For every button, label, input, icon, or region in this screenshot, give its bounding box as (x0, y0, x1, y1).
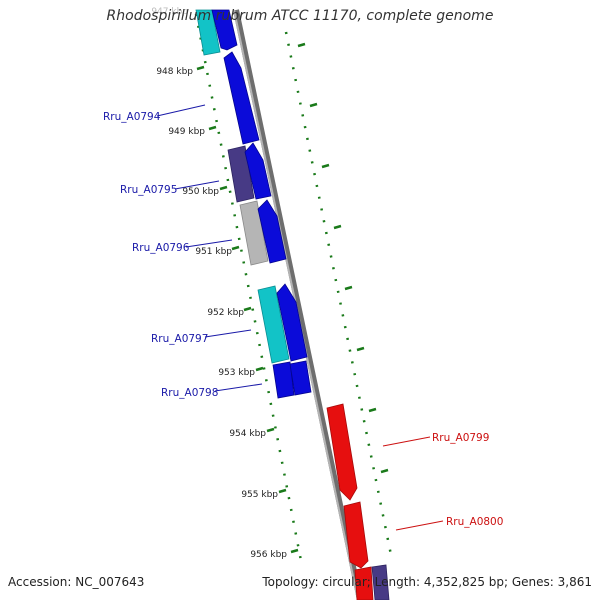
gene-labels: Rru_A0794 Rru_A0795 Rru_A0796 Rru_A0797 … (103, 111, 503, 528)
gene-arrow-blue[interactable] (276, 283, 308, 362)
gene-track-outer (195, 9, 295, 399)
gene-label-rru-a0794[interactable]: Rru_A0794 (103, 111, 161, 123)
major-ticks (196, 42, 389, 554)
gene-arrow-purple-bottom[interactable] (371, 564, 390, 600)
gene-arrow-dark-purple[interactable] (227, 145, 255, 203)
gene-arrow-blue-top[interactable] (211, 9, 238, 51)
tick-label: 949 kbp (168, 127, 205, 137)
topology-text: Topology: circular; Length: 4,352,825 bp… (262, 575, 592, 589)
gene-label-rru-a0798[interactable]: Rru_A0798 (161, 387, 218, 399)
gene-arrow-blue[interactable] (223, 51, 260, 145)
gene-label-rru-a0800[interactable]: Rru_A0800 (446, 516, 503, 528)
tick-label: 947 kbp (151, 7, 188, 17)
gene-track-inner (211, 9, 312, 396)
tick-label: 948 kbp (156, 67, 193, 77)
tick-label: 954 kbp (229, 429, 266, 439)
gene-arrow-blue[interactable] (244, 142, 272, 200)
tick-label: 951 kbp (195, 247, 232, 257)
gene-label-rru-a0795[interactable]: Rru_A0795 (120, 184, 177, 196)
map-title: Rhodospirillum rubrum ATCC 11170, comple… (106, 8, 494, 24)
gene-arrow-cyan[interactable] (257, 285, 290, 364)
gene-arrow-red[interactable] (326, 403, 358, 501)
gene-arrow-blue[interactable] (257, 199, 287, 264)
accession-text: Accession: NC_007643 (8, 575, 145, 589)
tick-label: 950 kbp (182, 187, 219, 197)
gene-arrow-blue[interactable] (289, 360, 312, 396)
gene-arrow-red[interactable] (343, 501, 369, 569)
gene-label-rru-a0796[interactable]: Rru_A0796 (132, 242, 190, 254)
tick-label: 956 kbp (250, 550, 287, 560)
tick-label: 952 kbp (207, 308, 244, 318)
gene-track-red (326, 403, 390, 600)
tick-label: 955 kbp (241, 490, 278, 500)
gene-arrow-gray[interactable] (239, 200, 269, 266)
tick-labels: 947 kbp 948 kbp 949 kbp 950 kbp 951 kbp … (151, 7, 287, 560)
label-leaders (156, 104, 444, 531)
gene-arrow-cyan-top[interactable] (195, 9, 221, 56)
gene-arrow-blue-small[interactable] (272, 361, 295, 399)
gene-label-rru-a0797[interactable]: Rru_A0797 (151, 333, 208, 345)
left-tick-track (194, 13, 304, 567)
gene-label-rru-a0799[interactable]: Rru_A0799 (432, 432, 489, 444)
tick-label: 953 kbp (218, 368, 255, 378)
gene-arrow-red-bottom[interactable] (354, 566, 374, 600)
